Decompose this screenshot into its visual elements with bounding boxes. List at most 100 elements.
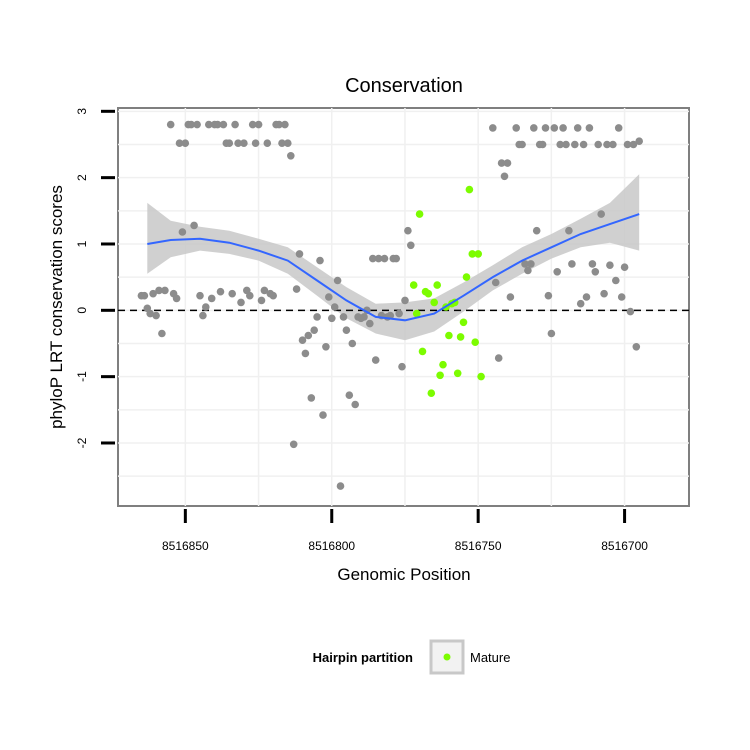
y-tick-label: -2 [75,437,89,448]
y-tick-label: 2 [75,174,89,181]
data-point-other [295,250,304,258]
data-point-other [401,296,409,305]
data-point-other [316,256,324,265]
data-point-other [623,140,632,149]
data-point-other [284,139,292,147]
data-point-other [600,289,608,298]
data-point-other [225,139,234,147]
data-point-other [146,309,154,318]
data-point-other [228,289,236,298]
data-point-other [626,307,635,316]
data-point-other [568,260,576,268]
data-point-mature [409,281,418,289]
data-point-other [196,291,204,300]
data-point-mature [471,338,480,347]
data-point-other [149,289,157,298]
data-point-other [269,291,278,300]
data-point-other [369,254,377,263]
data-point-other [248,120,257,129]
data-point-mature [415,210,424,218]
data-point-other [333,276,342,285]
data-point-other [632,343,641,351]
data-point-other [292,285,301,293]
data-point-other [606,261,614,270]
data-point-other [152,311,160,320]
data-point-mature [465,185,474,194]
data-point-other [166,120,175,129]
data-point-other [603,140,611,149]
data-point-other [612,276,620,285]
data-point-other [260,286,269,295]
data-point-other [328,314,336,323]
data-point-other [275,120,283,129]
data-point-other [597,210,605,218]
data-point-other [635,137,643,145]
data-point-mature [474,250,483,258]
data-point-mature [456,333,465,341]
data-point-mature [459,318,468,327]
data-point-other [559,124,567,132]
y-axis: -2 -1 0 1 2 3 [75,108,115,448]
data-point-other [231,120,239,129]
data-point-other [404,226,412,235]
data-point-mature [439,360,447,369]
data-point-other [407,241,415,250]
data-point-other [281,120,289,129]
legend-label-mature: Mature [470,650,510,665]
y-axis-label: phyloP LRT conservation scores [47,185,66,429]
chart-title: Conservation [345,75,463,97]
legend-mature-dot [443,653,451,661]
data-point-mature [453,369,462,378]
confidence-ribbon-layer [147,174,640,341]
data-point-other [585,124,594,132]
data-point-other [538,140,547,149]
data-point-mature [462,273,471,281]
data-point-other [193,120,201,129]
data-point-other [556,140,564,149]
data-point-other [155,286,163,295]
data-point-mature [412,309,421,318]
data-point-mature [430,298,439,307]
data-point-other [512,124,520,132]
data-point-other [550,124,559,132]
data-point-other [178,228,187,236]
data-point-other [216,287,225,296]
data-point-other [325,293,333,301]
data-point-other [614,124,623,132]
x-tick-label: 8516800 [308,539,355,553]
data-point-other [491,278,500,287]
data-point-other [237,298,245,307]
data-point-other [187,120,195,129]
data-point-other [140,291,149,300]
y-tick-label: 3 [75,108,89,115]
y-tick-label: 0 [75,307,89,314]
data-point-other [527,260,535,268]
data-point-other [158,329,166,338]
data-point-other [588,260,597,268]
data-point-other [175,139,184,147]
data-point-other [345,391,354,400]
data-point-mature [424,289,433,298]
data-point-other [503,159,512,167]
data-point-other [298,336,307,345]
data-point-mature [418,347,427,356]
data-point-other [562,140,570,149]
data-point-mature [445,331,453,340]
data-point-mature [468,250,477,258]
data-point-other [219,120,228,129]
data-point-other [617,293,626,301]
data-point-other [392,254,401,263]
data-point-other [497,159,506,167]
data-point-other [530,124,538,132]
data-point-other [181,139,190,147]
data-point-mature [433,281,442,289]
data-point-other [582,293,591,301]
data-point-other [380,254,389,263]
legend-title: Hairpin partition [313,650,413,665]
data-point-other [342,326,351,335]
data-point-other [591,268,600,276]
data-point-other [506,293,515,301]
smooth-trend-line [147,213,640,322]
x-tick-label: 8516700 [601,539,648,553]
data-point-other [330,303,339,311]
